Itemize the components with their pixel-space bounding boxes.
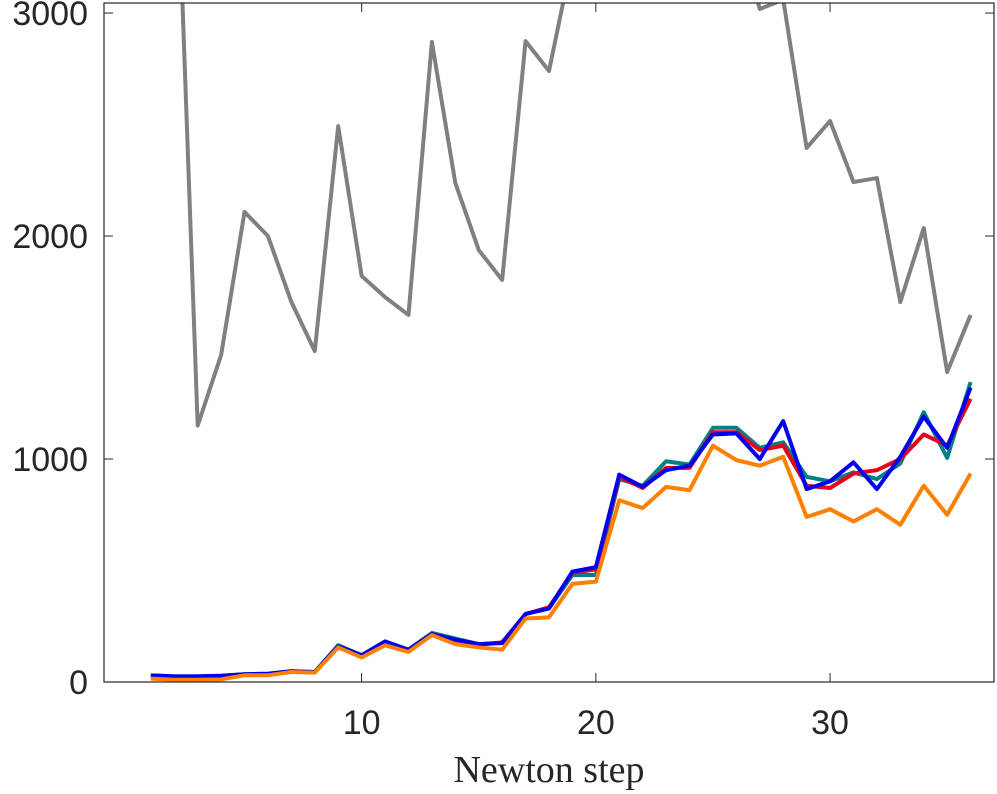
x-tick-label: 10 xyxy=(343,704,381,742)
data-line xyxy=(180,3,973,428)
y-tick-label: 0 xyxy=(69,664,88,702)
y-tick-label: 3000 xyxy=(12,0,88,33)
data-line xyxy=(150,381,973,679)
y-tick-label: 2000 xyxy=(12,218,88,256)
data-line xyxy=(150,443,973,682)
plot-area xyxy=(150,3,973,682)
x-tick-label: 20 xyxy=(577,704,615,742)
x-tick-label: 30 xyxy=(811,704,849,742)
data-line xyxy=(150,397,973,680)
x-axis-label: Newton step xyxy=(453,749,644,791)
data-line xyxy=(150,386,973,679)
axes-box xyxy=(103,2,995,683)
y-tick-label: 1000 xyxy=(12,441,88,479)
